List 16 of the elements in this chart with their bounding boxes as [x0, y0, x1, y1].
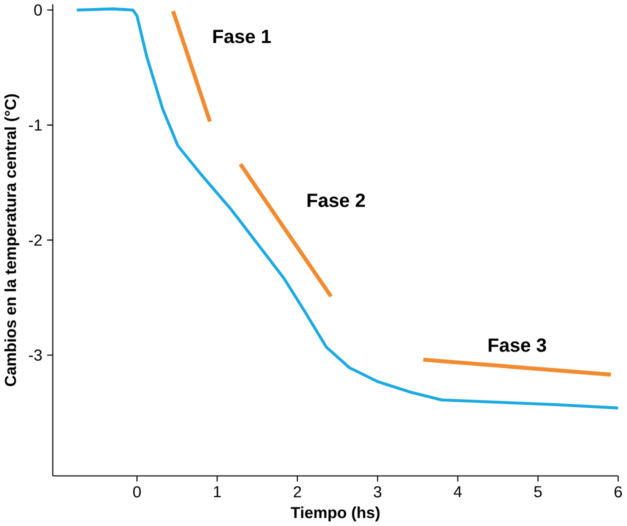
annotation: Fase 2 — [308, 194, 365, 208]
x-tick-label: 3 — [374, 486, 382, 498]
y-tick-label: 0 — [34, 4, 42, 16]
y-tick-label: -1 — [29, 120, 42, 131]
x-tick-label: 0 — [133, 486, 141, 498]
annotation: Fase 3 — [488, 338, 546, 352]
x-tick-label: 4 — [454, 486, 462, 498]
x-axis-title: Tiempo (hs) — [290, 506, 380, 522]
x-tick-label: 1 — [214, 486, 221, 498]
y-tick-label: -3 — [29, 350, 42, 361]
y-axis-title: Cambios en la temperatura central (°C) — [4, 94, 20, 386]
x-tick-label: 6 — [614, 486, 622, 498]
x-tick-label: 2 — [294, 486, 301, 498]
y-tick-label: -2 — [29, 234, 42, 246]
annotation: Fase 1 — [213, 30, 271, 44]
x-tick-label: 5 — [534, 486, 542, 498]
